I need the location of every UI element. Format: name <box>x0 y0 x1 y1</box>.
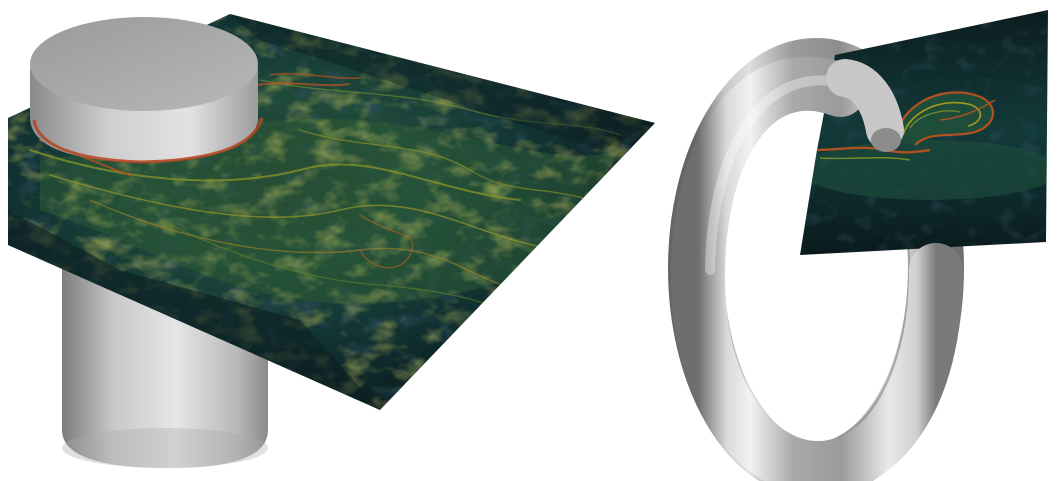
cylinder-bottom-rim <box>62 428 268 468</box>
cylinder-panel <box>8 14 655 469</box>
torus-panel <box>668 10 1048 481</box>
cylinder-top-cap <box>30 17 258 111</box>
cylinder-boundary-layer <box>32 117 264 164</box>
torus-front-segment <box>670 56 963 481</box>
